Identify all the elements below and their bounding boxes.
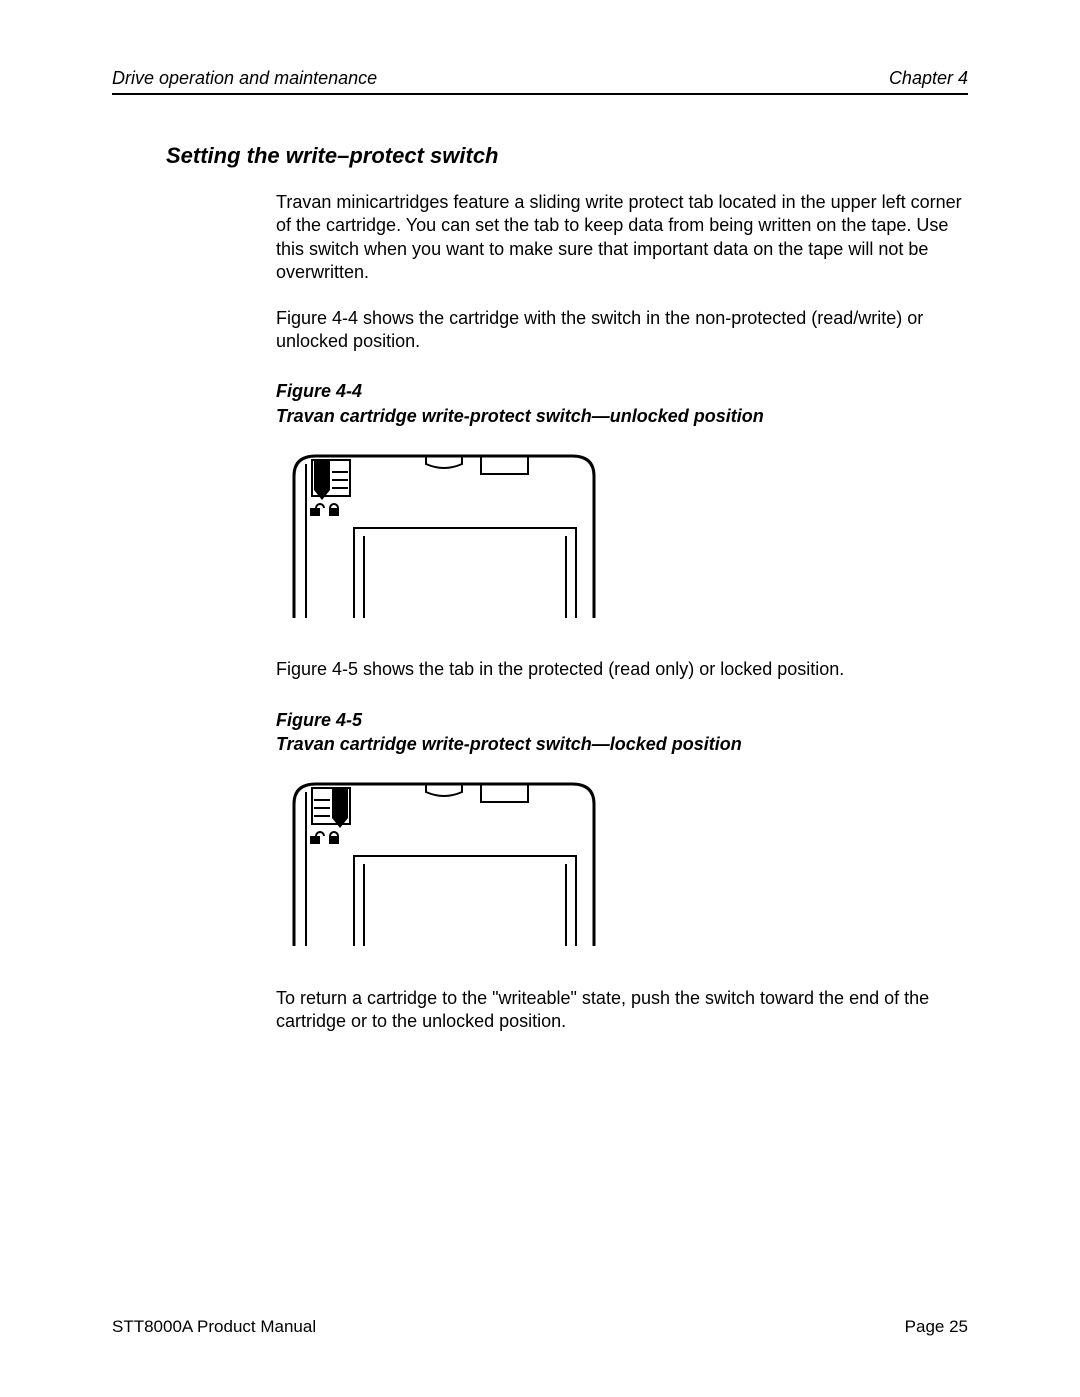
paragraph-2: Figure 4-4 shows the cartridge with the … [276, 307, 968, 354]
figure-2-caption: Travan cartridge write-protect switch—lo… [276, 734, 742, 754]
header-left: Drive operation and maintenance [112, 68, 377, 89]
figure-1-label: Figure 4-4 Travan cartridge write-protec… [276, 379, 968, 428]
footer-left: STT8000A Product Manual [112, 1317, 316, 1337]
footer: STT8000A Product Manual Page 25 [112, 1317, 968, 1337]
figure-2-label: Figure 4-5 Travan cartridge write-protec… [276, 708, 968, 757]
figure-1-caption: Travan cartridge write-protect switch—un… [276, 406, 764, 426]
figure-1-number: Figure 4-4 [276, 381, 362, 401]
running-head: Drive operation and maintenance Chapter … [112, 68, 968, 95]
paragraph-4: To return a cartridge to the "writeable"… [276, 987, 968, 1034]
footer-right: Page 25 [905, 1317, 968, 1337]
figure-1-diagram [276, 446, 968, 624]
paragraph-3: Figure 4-5 shows the tab in the protecte… [276, 658, 968, 681]
paragraph-1: Travan minicartridges feature a sliding … [276, 191, 968, 285]
body: Travan minicartridges feature a sliding … [276, 191, 968, 1033]
page: Drive operation and maintenance Chapter … [0, 0, 1080, 1397]
figure-2-number: Figure 4-5 [276, 710, 362, 730]
header-right: Chapter 4 [889, 68, 968, 89]
section-title: Setting the write–protect switch [166, 143, 968, 169]
figure-2-diagram [276, 774, 968, 952]
